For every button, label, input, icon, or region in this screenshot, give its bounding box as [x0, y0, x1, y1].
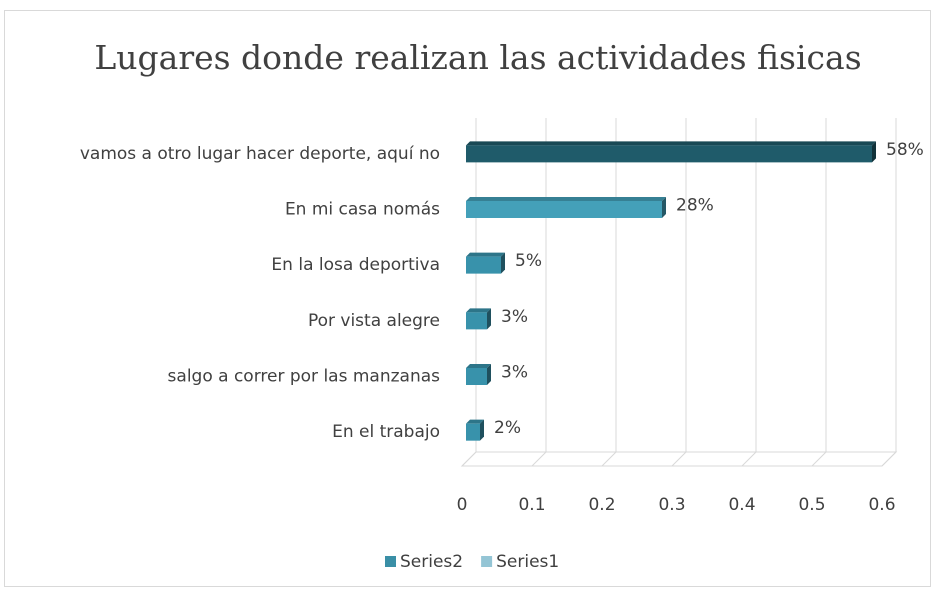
legend-swatch — [385, 556, 396, 567]
y-tick-label: En el trabajo — [332, 422, 440, 442]
legend-label: Series2 — [400, 552, 463, 572]
data-label: 3% — [501, 307, 528, 327]
bar-face — [466, 141, 876, 146]
bar-face — [466, 252, 505, 257]
bar-face — [466, 312, 487, 330]
bar-face — [501, 252, 505, 274]
bar-face — [466, 419, 484, 424]
bar-face — [872, 141, 876, 163]
data-label: 5% — [515, 251, 542, 271]
chart-border — [4, 10, 931, 587]
bar — [466, 141, 876, 163]
bar-face — [466, 197, 666, 201]
x-tick-label: 0.2 — [588, 495, 615, 515]
bar-face — [466, 256, 501, 274]
x-tick-label: 0.3 — [658, 495, 685, 515]
grid-line — [601, 118, 617, 467]
bar-face — [480, 419, 484, 441]
x-tick-label: 0.5 — [798, 495, 825, 515]
data-label: 3% — [501, 363, 528, 383]
bar — [466, 419, 484, 441]
bar-face — [466, 145, 872, 163]
grid-line — [811, 118, 827, 467]
bar-face — [466, 201, 662, 218]
bar-face — [466, 308, 491, 313]
bar-face — [487, 364, 491, 385]
bar — [466, 308, 491, 330]
y-tick-label: vamos a otro lugar hacer deporte, aquí n… — [80, 144, 440, 164]
bar-face — [466, 423, 480, 441]
bar-face — [487, 308, 491, 330]
x-tick-label: 0.4 — [728, 495, 755, 515]
data-label: 58% — [886, 140, 924, 160]
y-tick-label: salgo a correr por las manzanas — [168, 367, 441, 387]
bar — [466, 252, 505, 274]
bar — [466, 197, 666, 218]
y-tick-label: Por vista alegre — [308, 311, 440, 331]
y-tick-label: En mi casa nomás — [285, 200, 440, 220]
legend-label: Series1 — [496, 552, 559, 572]
x-tick-label: 0.1 — [518, 495, 545, 515]
chart-title: Lugares donde realizan las actividades f… — [94, 38, 861, 77]
bar-face — [466, 368, 487, 385]
data-label: 2% — [494, 418, 521, 438]
legend-swatch — [481, 556, 493, 567]
grid-line — [741, 118, 757, 467]
grid-line — [531, 118, 547, 467]
bar-face — [662, 197, 666, 218]
grid-line — [461, 118, 477, 467]
data-label: 28% — [676, 196, 714, 216]
bar-face — [466, 364, 491, 368]
bar — [466, 364, 491, 385]
x-tick-label: 0.6 — [868, 495, 895, 515]
grid-line — [671, 118, 687, 467]
y-tick-label: En la losa deportiva — [271, 255, 440, 275]
x-tick-label: 0 — [457, 495, 468, 515]
grid-line — [881, 118, 897, 467]
